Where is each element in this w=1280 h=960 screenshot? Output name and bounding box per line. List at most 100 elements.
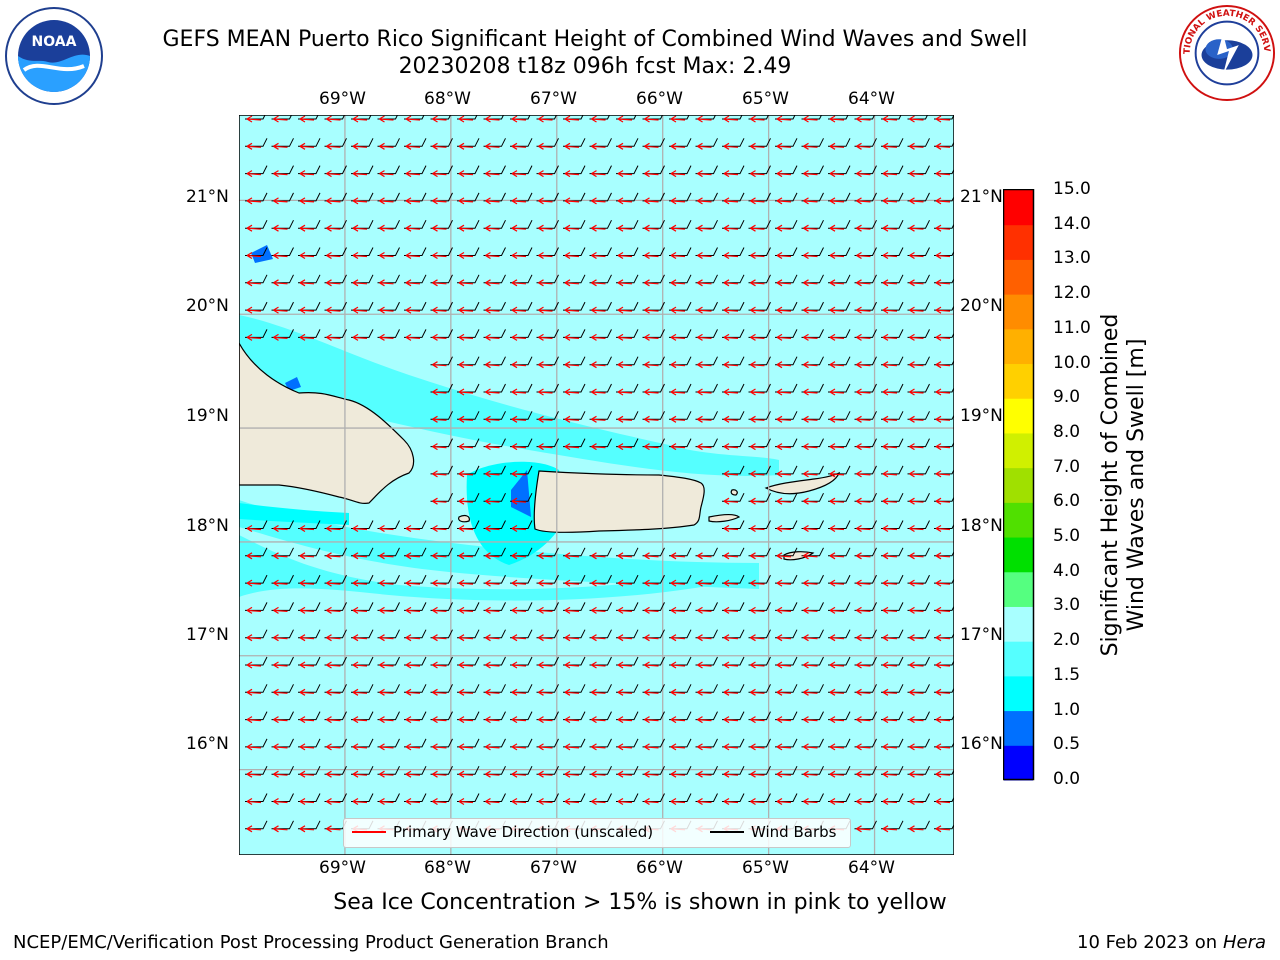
wave-arrow bbox=[856, 606, 871, 614]
wave-arrow bbox=[856, 115, 871, 123]
wave-arrow bbox=[803, 634, 818, 642]
wave-arrow bbox=[352, 224, 368, 232]
wave-arrow bbox=[326, 333, 341, 341]
wave-arrow bbox=[644, 388, 659, 396]
colorbar-swatch bbox=[1004, 745, 1033, 781]
wave-arrow bbox=[829, 770, 845, 778]
wave-arrow bbox=[803, 224, 818, 232]
wave-arrow bbox=[352, 306, 368, 314]
wave-arrow bbox=[246, 688, 262, 696]
wave-arrow bbox=[856, 306, 871, 314]
colorbar-label-line1: Significant Height of Combined bbox=[1098, 313, 1123, 657]
wave-arrow bbox=[776, 497, 792, 505]
lat-tick-left: 20°N bbox=[186, 296, 229, 316]
wave-arrow bbox=[776, 770, 792, 778]
colorbar-tick-label: 7.0 bbox=[1053, 456, 1081, 477]
wave-arrow bbox=[750, 170, 765, 178]
wave-arrow bbox=[829, 197, 845, 205]
wave-arrow bbox=[352, 279, 368, 287]
wave-arrow bbox=[379, 115, 394, 123]
wave-arrow bbox=[538, 688, 553, 696]
colorbar-tick-label: 8.0 bbox=[1053, 421, 1081, 442]
wave-arrow bbox=[299, 552, 315, 560]
wave-arrow bbox=[829, 224, 845, 232]
wave-arrow bbox=[776, 306, 792, 314]
wave-arrow bbox=[697, 606, 712, 614]
wave-arrow bbox=[326, 306, 341, 314]
wave-arrow bbox=[538, 716, 553, 724]
wave-arrow bbox=[776, 579, 792, 587]
wave-arrow bbox=[723, 797, 739, 806]
wave-arrow bbox=[697, 552, 712, 560]
colorbar-tick-label: 2.0 bbox=[1053, 630, 1081, 651]
wave-arrow bbox=[485, 279, 500, 287]
wave-arrow bbox=[829, 251, 845, 260]
wave-arrow bbox=[723, 361, 739, 369]
wave-arrow bbox=[909, 443, 924, 451]
wave-arrow bbox=[697, 661, 712, 669]
wave-arrow bbox=[935, 579, 951, 587]
colorbar-swatch bbox=[1004, 467, 1033, 503]
wave-arrow bbox=[246, 251, 262, 260]
wave-arrow bbox=[432, 224, 447, 232]
wave-arrow bbox=[432, 251, 447, 260]
wave-arrow bbox=[458, 170, 474, 178]
date-stamp: 10 Feb 2023 on Hera bbox=[1077, 932, 1266, 953]
wave-arrow bbox=[246, 552, 262, 560]
wave-arrow bbox=[617, 115, 633, 123]
wave-arrow bbox=[432, 634, 447, 642]
wave-arrow bbox=[697, 634, 712, 642]
wave-arrow bbox=[538, 333, 553, 341]
wave-arrow bbox=[803, 552, 818, 560]
wave-arrow bbox=[458, 333, 474, 341]
wave-arrow bbox=[935, 388, 951, 396]
wave-arrow bbox=[697, 333, 712, 341]
wave-arrow bbox=[697, 388, 712, 396]
wave-arrow bbox=[856, 634, 871, 642]
wave-arrow bbox=[670, 388, 686, 396]
wave-arrow bbox=[909, 634, 924, 642]
wave-arrow bbox=[352, 770, 368, 778]
wave-arrow bbox=[776, 170, 792, 178]
wave-arrow bbox=[326, 142, 341, 150]
wave-arrow bbox=[697, 142, 712, 150]
wave-arrow bbox=[935, 251, 951, 260]
wave-arrow bbox=[273, 197, 288, 205]
wave-arrow bbox=[564, 688, 580, 696]
wave-arrow bbox=[856, 661, 871, 669]
wave-arrow bbox=[723, 224, 739, 232]
wave-arrow bbox=[882, 634, 898, 642]
wave-arrow bbox=[511, 443, 527, 451]
wave-arrow bbox=[829, 470, 845, 478]
wave-arrow bbox=[617, 634, 633, 642]
wave-arrow bbox=[882, 251, 898, 260]
wave-arrow bbox=[538, 743, 553, 751]
colorbar-swatch bbox=[1004, 606, 1033, 642]
wave-arrow bbox=[299, 716, 315, 724]
wave-arrow bbox=[803, 197, 818, 205]
wave-arrow bbox=[617, 142, 633, 150]
wave-arrow bbox=[723, 115, 739, 123]
wave-arrow bbox=[273, 743, 288, 751]
wave-arrow bbox=[882, 224, 898, 232]
wave-arrow bbox=[697, 197, 712, 205]
wave-arrow bbox=[617, 333, 633, 341]
wave-arrow bbox=[723, 470, 739, 478]
lat-tick-left: 19°N bbox=[186, 406, 229, 426]
wave-arrow bbox=[246, 524, 262, 533]
wave-arrow bbox=[697, 224, 712, 232]
wave-arrow bbox=[591, 606, 606, 614]
wave-arrow bbox=[803, 415, 818, 423]
svg-text:NOAA: NOAA bbox=[32, 34, 77, 50]
wave-arrow bbox=[617, 388, 633, 396]
wave-arrow bbox=[617, 661, 633, 669]
wave-arrow bbox=[909, 552, 924, 560]
wave-arrow bbox=[379, 197, 394, 205]
wave-arrow bbox=[538, 170, 553, 178]
wave-arrow bbox=[538, 634, 553, 642]
wave-arrow bbox=[697, 306, 712, 314]
wave-arrow bbox=[909, 361, 924, 369]
wave-arrow bbox=[564, 115, 580, 123]
wave-arrow bbox=[697, 797, 712, 806]
colorbar-swatch bbox=[1004, 432, 1033, 469]
